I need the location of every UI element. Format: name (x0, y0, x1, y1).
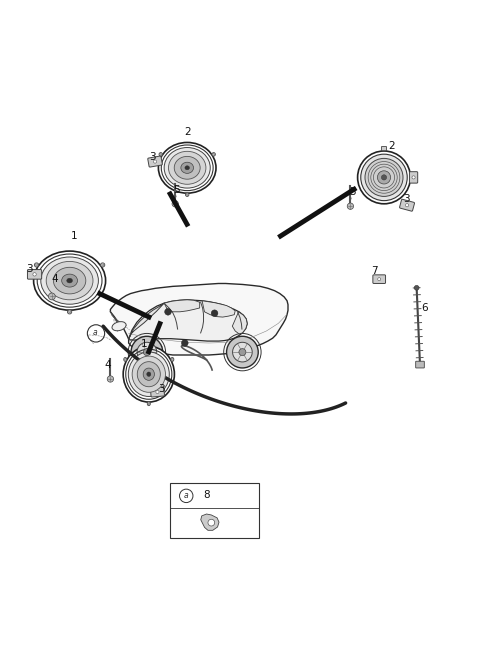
Ellipse shape (185, 166, 190, 170)
FancyBboxPatch shape (27, 269, 42, 279)
Ellipse shape (164, 148, 210, 188)
Text: 8: 8 (203, 490, 210, 500)
Circle shape (381, 175, 387, 180)
Ellipse shape (148, 403, 149, 404)
Ellipse shape (158, 142, 216, 193)
Ellipse shape (172, 359, 173, 360)
Text: 2: 2 (388, 141, 395, 151)
Circle shape (144, 349, 150, 355)
Circle shape (233, 342, 252, 362)
Ellipse shape (124, 357, 127, 361)
Ellipse shape (100, 263, 105, 267)
Circle shape (137, 342, 156, 362)
Circle shape (412, 176, 415, 179)
Ellipse shape (159, 153, 163, 156)
Polygon shape (201, 514, 219, 530)
Ellipse shape (147, 402, 150, 406)
Ellipse shape (53, 267, 86, 294)
Ellipse shape (213, 154, 215, 155)
Ellipse shape (61, 274, 77, 287)
Circle shape (33, 273, 36, 276)
Circle shape (239, 349, 246, 355)
Ellipse shape (67, 278, 72, 283)
FancyBboxPatch shape (150, 387, 165, 397)
Ellipse shape (46, 261, 93, 300)
Text: 4: 4 (52, 274, 59, 284)
Circle shape (181, 340, 188, 346)
Circle shape (365, 158, 403, 197)
Ellipse shape (132, 356, 166, 393)
Ellipse shape (125, 359, 126, 360)
FancyBboxPatch shape (382, 146, 386, 151)
Ellipse shape (186, 194, 188, 195)
Text: 5: 5 (173, 185, 180, 195)
Text: 2: 2 (184, 126, 191, 136)
Circle shape (172, 201, 179, 207)
Ellipse shape (160, 154, 161, 155)
Circle shape (377, 171, 391, 184)
Ellipse shape (69, 311, 71, 312)
FancyBboxPatch shape (148, 156, 162, 167)
Circle shape (358, 151, 410, 204)
Circle shape (208, 519, 215, 526)
FancyBboxPatch shape (409, 171, 418, 183)
Ellipse shape (34, 251, 106, 310)
Ellipse shape (168, 152, 206, 184)
Text: 3: 3 (158, 383, 165, 394)
Text: 7: 7 (371, 266, 378, 276)
Text: 3: 3 (403, 194, 410, 204)
Ellipse shape (147, 372, 151, 377)
Polygon shape (232, 312, 247, 334)
Ellipse shape (212, 153, 216, 156)
Polygon shape (129, 300, 247, 341)
Circle shape (48, 293, 55, 300)
Polygon shape (110, 283, 288, 355)
Text: a: a (183, 491, 188, 500)
Ellipse shape (112, 322, 126, 331)
Text: 4: 4 (105, 360, 111, 370)
Circle shape (211, 310, 218, 316)
Circle shape (347, 203, 354, 209)
Circle shape (414, 285, 419, 290)
Ellipse shape (41, 257, 98, 305)
Circle shape (378, 277, 381, 281)
Ellipse shape (67, 310, 72, 314)
Text: 1: 1 (71, 231, 78, 241)
Circle shape (227, 336, 258, 368)
Ellipse shape (35, 263, 39, 267)
Text: 3: 3 (149, 152, 156, 162)
Ellipse shape (128, 352, 169, 397)
Circle shape (406, 204, 408, 207)
Polygon shape (202, 301, 235, 317)
FancyBboxPatch shape (373, 275, 385, 283)
Circle shape (156, 391, 159, 393)
Ellipse shape (102, 264, 104, 266)
Circle shape (361, 154, 407, 201)
Text: a: a (93, 328, 98, 337)
FancyBboxPatch shape (399, 199, 415, 211)
FancyBboxPatch shape (416, 361, 424, 368)
Ellipse shape (123, 346, 174, 402)
Circle shape (107, 376, 114, 382)
Text: 6: 6 (421, 303, 428, 313)
Ellipse shape (174, 156, 200, 179)
Ellipse shape (181, 162, 193, 173)
Ellipse shape (171, 357, 174, 361)
Circle shape (154, 160, 156, 163)
Circle shape (131, 336, 163, 368)
Ellipse shape (143, 368, 155, 381)
Text: 1: 1 (141, 339, 147, 350)
Text: 3: 3 (26, 263, 33, 273)
Polygon shape (129, 303, 164, 339)
Ellipse shape (36, 264, 37, 266)
Circle shape (165, 308, 171, 315)
Polygon shape (164, 300, 200, 312)
Text: 5: 5 (349, 187, 356, 197)
Ellipse shape (137, 361, 160, 387)
Bar (170, 483, 259, 538)
Ellipse shape (185, 193, 189, 197)
